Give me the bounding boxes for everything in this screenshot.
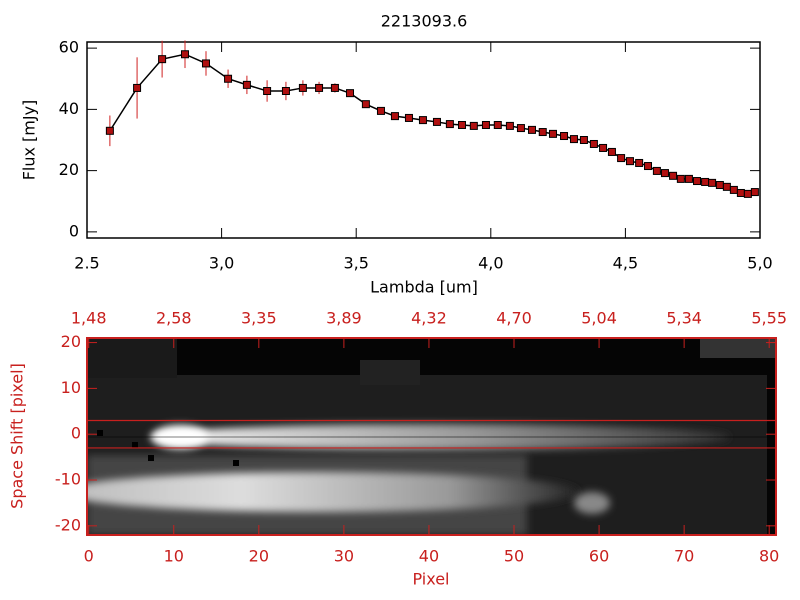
data-point [315,83,324,92]
data-point [669,171,678,180]
data-point [652,166,661,175]
data-point [693,177,702,186]
data-point [346,89,355,98]
y-tick-label: 0 [71,424,81,443]
x2-tick-label: 1,48 [71,309,107,328]
y-tick-label: 0 [69,221,79,240]
y-axis-label: Space Shift [pixel] [8,363,27,509]
data-point [548,129,557,138]
x2-tick-label: 4,32 [411,309,447,328]
x-tick-label: 30 [334,547,354,566]
data-point [722,182,731,191]
y-tick-label: -10 [55,470,81,489]
x2-tick-label: 3,35 [241,309,277,328]
x-tick-label: 3,0 [209,254,234,273]
data-point [617,154,626,163]
x2-tick-label: 4,70 [496,309,532,328]
data-point [569,135,578,144]
x2-tick-label: 5,55 [751,309,787,328]
spectral-image [87,338,776,535]
data-point [560,132,569,141]
y-tick-label: 20 [59,160,79,179]
plot-frame [86,41,761,239]
x-axis-label: Lambda [um] [370,278,478,297]
data-point [516,124,525,133]
data-point [527,125,536,134]
data-point [158,55,167,64]
chart-title: 2213093.6 [381,12,468,31]
x-tick-label: 50 [504,547,524,566]
data-point [743,189,752,198]
data-point [607,147,616,156]
data-point [298,83,307,92]
data-point [481,120,490,129]
data-point [432,117,441,126]
data-point [133,83,142,92]
x-tick-label: 4,5 [613,254,638,273]
data-point [660,169,669,178]
x2-tick-label: 5,34 [666,309,702,328]
data-point [589,139,598,148]
x-tick-label: 40 [419,547,439,566]
x-tick-label: 4,0 [478,254,503,273]
data-point [715,181,724,190]
data-point [493,120,502,129]
data-point [224,74,233,83]
x-tick-label: 5,0 [747,254,772,273]
data-point [376,106,385,115]
data-point [635,158,644,167]
x2-tick-label: 5,04 [581,309,617,328]
y-tick-label: 10 [61,378,81,397]
x-tick-label: 2.5 [74,254,99,273]
data-point [361,100,370,109]
data-point [201,59,210,68]
data-point [708,178,717,187]
data-point [263,87,272,95]
x-tick-label: 10 [164,547,184,566]
data-point [180,50,189,59]
data-point [281,87,290,95]
y-tick-label: 60 [59,38,79,57]
data-point [457,120,466,129]
data-point [445,120,454,129]
data-point [418,116,427,125]
data-point [729,185,738,194]
data-point [684,174,693,183]
x-axis-label: Pixel [412,570,449,589]
data-point [469,121,478,130]
data-point [404,113,413,122]
data-point [505,121,514,130]
data-point [579,136,588,144]
x-tick-label: 80 [759,547,779,566]
x-tick-label: 3,5 [343,254,368,273]
x-tick-label: 70 [674,547,694,566]
x-tick-label: 20 [249,547,269,566]
data-point [676,174,685,183]
y-tick-label: 40 [59,99,79,118]
plot-frame [86,337,777,536]
x-tick-label: 0 [84,547,94,566]
y-axis-label: Flux [mJy] [20,100,39,181]
data-point [390,112,399,121]
data-point [750,188,759,197]
x2-tick-label: 3,89 [326,309,362,328]
x-tick-label: 60 [589,547,609,566]
data-point [242,80,251,89]
data-point [330,83,339,92]
data-point [625,157,634,166]
data-point [538,128,547,137]
data-point [105,126,114,135]
y-tick-label: 20 [61,332,81,351]
data-point [599,143,608,152]
data-point [644,162,653,171]
y-tick-label: -20 [55,515,81,534]
data-point [736,188,745,197]
data-point [701,177,710,186]
x2-tick-label: 2,58 [156,309,192,328]
